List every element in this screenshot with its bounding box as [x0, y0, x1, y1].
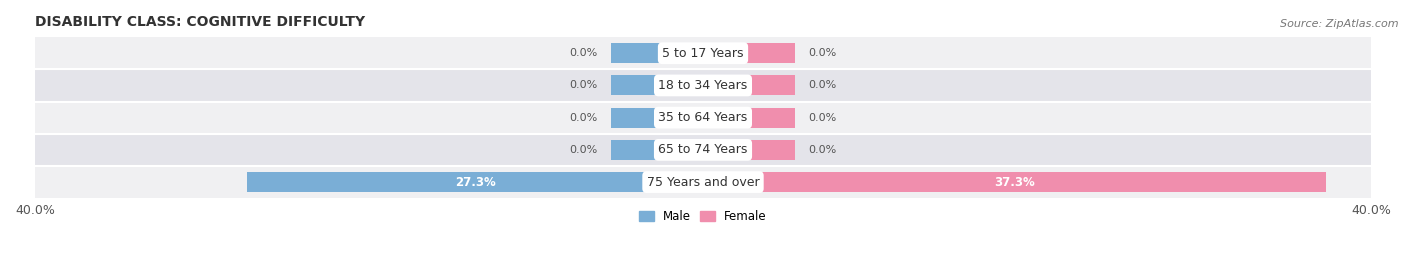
- Text: 0.0%: 0.0%: [569, 145, 598, 155]
- Text: 0.0%: 0.0%: [569, 113, 598, 123]
- Bar: [612, 140, 703, 160]
- Text: 0.0%: 0.0%: [569, 80, 598, 90]
- Text: 5 to 17 Years: 5 to 17 Years: [662, 47, 744, 60]
- Bar: [703, 75, 794, 95]
- Bar: [703, 43, 794, 63]
- Text: 18 to 34 Years: 18 to 34 Years: [658, 79, 748, 92]
- Text: 0.0%: 0.0%: [808, 113, 837, 123]
- Bar: [703, 108, 794, 128]
- Text: 0.0%: 0.0%: [808, 80, 837, 90]
- Bar: [703, 140, 794, 160]
- Text: 35 to 64 Years: 35 to 64 Years: [658, 111, 748, 124]
- Text: 0.0%: 0.0%: [808, 145, 837, 155]
- Bar: [612, 75, 703, 95]
- Legend: Male, Female: Male, Female: [634, 205, 772, 228]
- Text: 37.3%: 37.3%: [994, 176, 1035, 189]
- Text: 75 Years and over: 75 Years and over: [647, 176, 759, 189]
- Text: 65 to 74 Years: 65 to 74 Years: [658, 143, 748, 156]
- Text: 0.0%: 0.0%: [808, 48, 837, 58]
- Bar: [35, 101, 1371, 134]
- Bar: [703, 172, 1326, 192]
- Text: 27.3%: 27.3%: [454, 176, 495, 189]
- Bar: [612, 108, 703, 128]
- Bar: [35, 134, 1371, 166]
- Bar: [35, 37, 1371, 69]
- Bar: [35, 166, 1371, 198]
- Text: DISABILITY CLASS: COGNITIVE DIFFICULTY: DISABILITY CLASS: COGNITIVE DIFFICULTY: [35, 15, 366, 29]
- Text: Source: ZipAtlas.com: Source: ZipAtlas.com: [1281, 19, 1399, 29]
- Bar: [612, 43, 703, 63]
- Bar: [247, 172, 703, 192]
- Bar: [35, 69, 1371, 101]
- Text: 0.0%: 0.0%: [569, 48, 598, 58]
